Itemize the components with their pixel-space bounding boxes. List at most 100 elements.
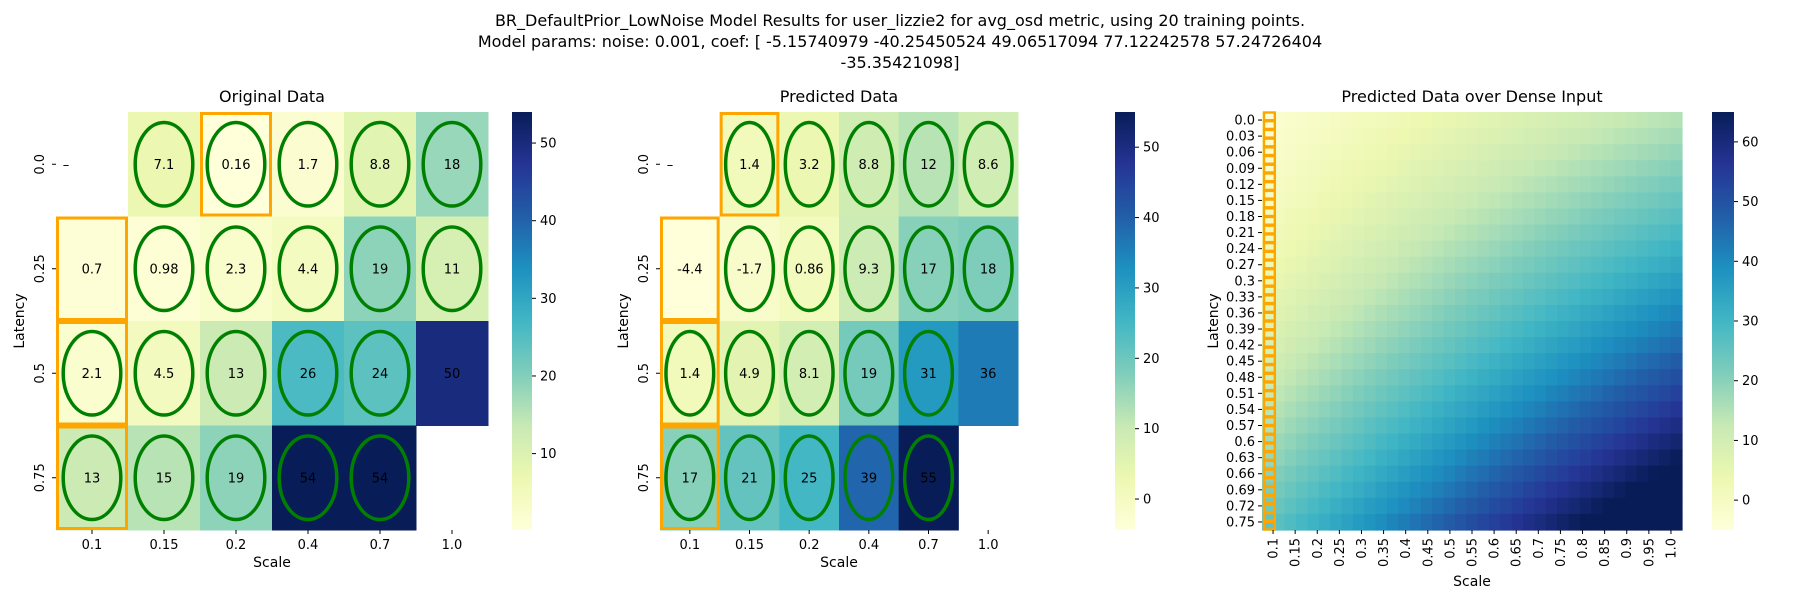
dense-heatmap-cell — [1534, 449, 1547, 467]
training-point-ellipse — [133, 120, 195, 208]
y-tick-label: 0.15 — [1226, 194, 1255, 209]
dense-heatmap-cell — [1534, 481, 1547, 499]
x-tick-label: 0.15 — [1289, 538, 1304, 567]
dense-heatmap-cell — [1273, 272, 1286, 290]
dense-heatmap-cell — [1262, 465, 1274, 483]
dense-heatmap-cell — [1659, 176, 1672, 193]
dense-heatmap-cell — [1364, 433, 1377, 451]
dense-heatmap-cell — [1273, 192, 1286, 210]
dense-heatmap-cell — [1477, 385, 1490, 402]
dense-heatmap-cell — [1364, 401, 1377, 419]
dense-heatmap-cell — [1489, 304, 1501, 322]
dense-heatmap-cell — [1352, 160, 1365, 177]
heatmap-cell — [839, 216, 900, 322]
dense-heatmap-cell — [1432, 288, 1445, 306]
dense-heatmap-cell — [1296, 272, 1309, 290]
x-tick-label: 0.2 — [1311, 538, 1326, 559]
dense-heatmap-cell — [1398, 513, 1411, 531]
y-tick-label: 0.75 — [1226, 515, 1255, 530]
dense-heatmap-cell — [1511, 128, 1524, 145]
dense-heatmap-cell — [1364, 385, 1377, 402]
training-point-ellipse — [277, 329, 339, 417]
dense-heatmap-cell — [1284, 240, 1297, 258]
dense-heatmap-cell — [1591, 449, 1604, 467]
dense-heatmap-cell — [1625, 128, 1638, 145]
dense-heatmap-cell — [1307, 385, 1320, 402]
dense-heatmap-cell — [1284, 337, 1297, 354]
dense-heatmap-cell — [1523, 208, 1536, 226]
dense-heatmap-cell — [1398, 208, 1411, 226]
dense-heatmap-cell — [1386, 401, 1399, 419]
dense-heatmap-cell — [1409, 321, 1422, 338]
dense-heatmap-cell — [1273, 240, 1286, 258]
dense-heatmap-cell — [1647, 304, 1660, 322]
dense-heatmap-cell — [1330, 321, 1343, 338]
dense-heatmap-cell — [1420, 337, 1433, 354]
dense-heatmap-cell — [1432, 224, 1445, 242]
dense-heatmap-cell — [1284, 192, 1297, 210]
dense-heatmap-cell — [1579, 497, 1592, 515]
dense-heatmap-cell — [1511, 401, 1524, 419]
dense-heatmap-cell — [1670, 497, 1683, 515]
dense-heatmap-cell — [1659, 256, 1672, 274]
dense-heatmap-cell — [1352, 192, 1365, 210]
dense-heatmap-cell — [1670, 304, 1683, 322]
dense-heatmap-cell — [1443, 208, 1456, 226]
dense-heatmap-cell — [1330, 304, 1343, 322]
dense-heatmap-cell — [1613, 385, 1626, 402]
dense-heatmap-cell — [1557, 144, 1570, 161]
dense-heatmap-cell — [1636, 240, 1649, 258]
dense-heatmap-cell — [1364, 353, 1377, 370]
dense-heatmap-cell — [1273, 465, 1286, 483]
dense-heatmap-cell — [1591, 417, 1604, 435]
dense-heatmap-cell — [1534, 513, 1547, 531]
dense-heatmap-cell — [1296, 481, 1309, 499]
dense-heatmap-cell — [1602, 401, 1615, 419]
dense-heatmap-cell — [1318, 224, 1331, 242]
dense-heatmap-cell — [1602, 208, 1615, 226]
dense-heatmap-cell — [1636, 224, 1649, 242]
dense-heatmap-cell — [1602, 272, 1615, 290]
dense-heatmap-cell — [1273, 144, 1286, 161]
x-tick-label: 0.4 — [1399, 538, 1414, 559]
dense-heatmap-cell — [1409, 353, 1422, 370]
dense-heatmap-cell — [1613, 272, 1626, 290]
dense-heatmap-cell — [1386, 337, 1399, 354]
cell-value-label: 54 — [372, 471, 389, 486]
dense-heatmap-cell — [1454, 192, 1467, 210]
dense-heatmap-cell — [1330, 224, 1343, 242]
training-point-ellipse — [277, 120, 339, 208]
dense-heatmap-cell — [1341, 256, 1354, 274]
dense-heatmap-cell — [1398, 144, 1411, 161]
cell-value-label: 31 — [920, 367, 937, 382]
dense-heatmap-cell — [1432, 401, 1445, 419]
dense-heatmap-cell — [1307, 321, 1320, 338]
highlight-box — [56, 425, 128, 530]
dense-heatmap-cell — [1386, 112, 1399, 129]
y-tick-label: 0.21 — [1226, 226, 1255, 241]
dense-heatmap-cell — [1511, 417, 1524, 435]
dense-heatmap-cell — [1262, 288, 1274, 306]
dense-heatmap-cell — [1625, 337, 1638, 354]
dense-heatmap-cell — [1432, 321, 1445, 338]
y-tick-label: 0.33 — [1226, 290, 1255, 305]
dense-heatmap-cell — [1273, 449, 1286, 467]
dense-heatmap-cell — [1557, 176, 1570, 193]
dense-heatmap-cell — [1511, 513, 1524, 531]
dense-heatmap-cell — [1454, 353, 1467, 370]
dense-heatmap-cell — [1557, 353, 1570, 370]
dense-heatmap-cell — [1454, 513, 1467, 531]
dense-heatmap-cell — [1579, 304, 1592, 322]
cell-value-label: 18 — [444, 158, 461, 173]
cell-value-label: 13 — [84, 471, 101, 486]
dense-heatmap-cell — [1352, 481, 1365, 499]
heatmap-cell — [344, 216, 417, 322]
dense-heatmap-cell — [1511, 112, 1524, 129]
dense-heatmap-cell — [1420, 321, 1433, 338]
dense-heatmap-cell — [1273, 369, 1286, 386]
colorbar-tick-label: 10 — [540, 447, 557, 462]
dense-heatmap-cell — [1432, 449, 1445, 467]
dense-heatmap-cell — [1659, 128, 1672, 145]
dense-heatmap-cell — [1647, 337, 1660, 354]
dense-heatmap-cell — [1284, 128, 1297, 145]
